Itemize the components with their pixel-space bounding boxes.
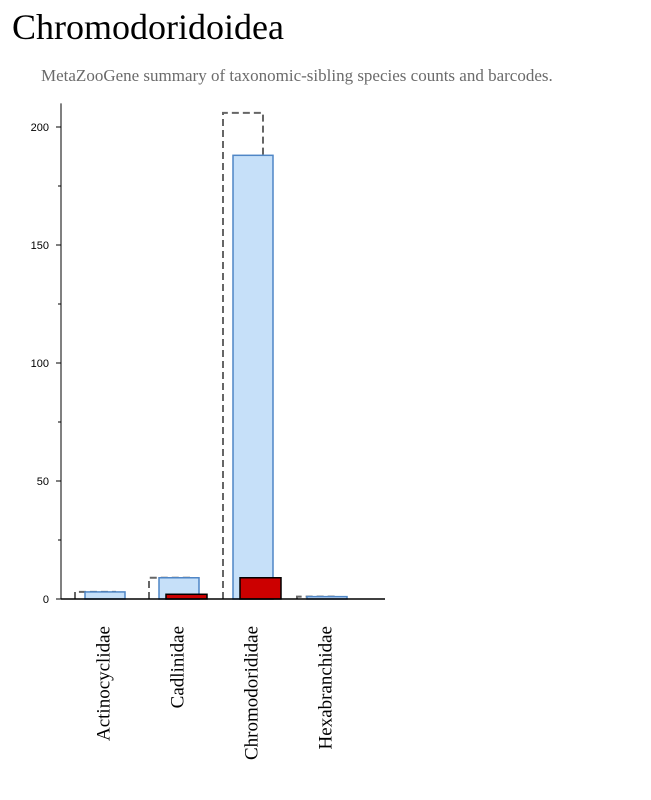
page-subtitle: MetaZooGene summary of taxonomic-sibling… (41, 66, 553, 85)
bar-red (239, 577, 282, 600)
bars (74, 111, 348, 600)
page-title: Chromodoridoidea (12, 7, 284, 47)
y-tick-label: 0 (43, 594, 49, 606)
bar-light (232, 154, 274, 600)
x-tick-label: Hexabranchidae (315, 626, 336, 749)
bar-outline (222, 111, 264, 599)
y-axis: 0 50 100 150 200 (31, 103, 62, 606)
x-axis: Actinocyclidae Cadlinidae Chromodorididae H… (61, 598, 385, 760)
x-tick-label: Cadlinidae (167, 626, 188, 708)
bar-light (84, 591, 126, 600)
y-tick-label: 150 (31, 240, 49, 252)
y-tick-label: 200 (31, 122, 49, 134)
y-tick-label: 100 (31, 358, 49, 370)
y-tick-label: 50 (37, 476, 49, 488)
x-tick-label: Chromodorididae (241, 626, 262, 760)
bar-chart: 0 50 100 150 200 Actinocyclidae Cadlinidae Chr… (31, 103, 385, 760)
x-tick-label: Actinocyclidae (93, 626, 114, 741)
